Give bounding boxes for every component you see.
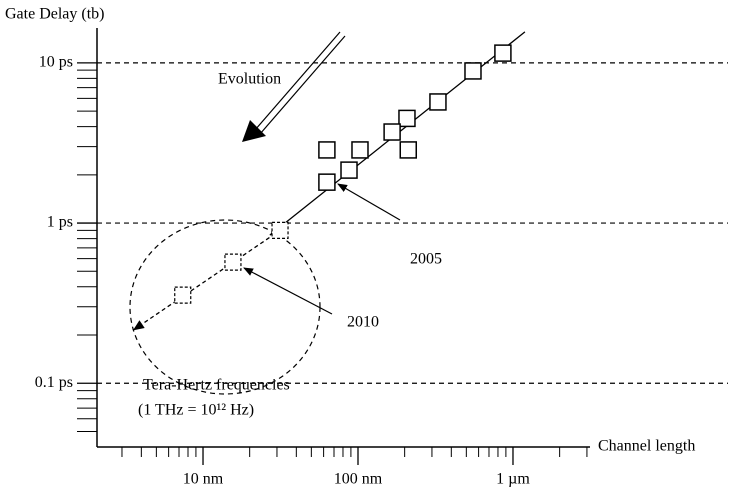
data-point <box>318 173 336 191</box>
evolution-arrow <box>259 35 346 135</box>
trend-line <box>132 229 281 331</box>
annotation-arrow <box>243 267 333 315</box>
data-point <box>271 221 289 239</box>
y-axis-label: Gate Delay (tb) <box>5 6 105 23</box>
annotation: Evolution <box>218 71 281 88</box>
thz-region <box>129 219 321 395</box>
annotation: (1 THz = 10¹² Hz) <box>138 402 254 419</box>
data-point <box>174 286 192 304</box>
data-point <box>399 141 418 159</box>
data-point <box>318 141 336 159</box>
data-point <box>340 161 358 179</box>
data-point <box>494 44 512 62</box>
trend-arrowhead <box>132 320 145 331</box>
data-point <box>351 141 369 159</box>
data-point <box>224 253 242 271</box>
y-tick-label: 0.1 ps <box>35 374 73 391</box>
x-tick-label: 10 nm <box>183 471 224 488</box>
data-point <box>464 62 482 80</box>
evolution-arrowhead <box>242 120 266 142</box>
data-point <box>398 109 416 128</box>
data-point <box>429 93 447 111</box>
annotation-arrow <box>337 183 401 221</box>
annotation: Tera-Hertz frequencies <box>143 377 290 394</box>
evolution-arrow <box>254 31 341 131</box>
x-axis-label: Channel length <box>598 438 695 455</box>
annotation: 2005 <box>410 251 442 268</box>
data-point <box>383 123 401 141</box>
x-tick-label: 1 µm <box>496 471 530 488</box>
x-tick-label: 100 nm <box>334 471 383 488</box>
y-tick-label: 10 ps <box>39 54 73 71</box>
y-tick-label: 1 ps <box>47 214 73 231</box>
annotation: 2010 <box>347 314 379 331</box>
